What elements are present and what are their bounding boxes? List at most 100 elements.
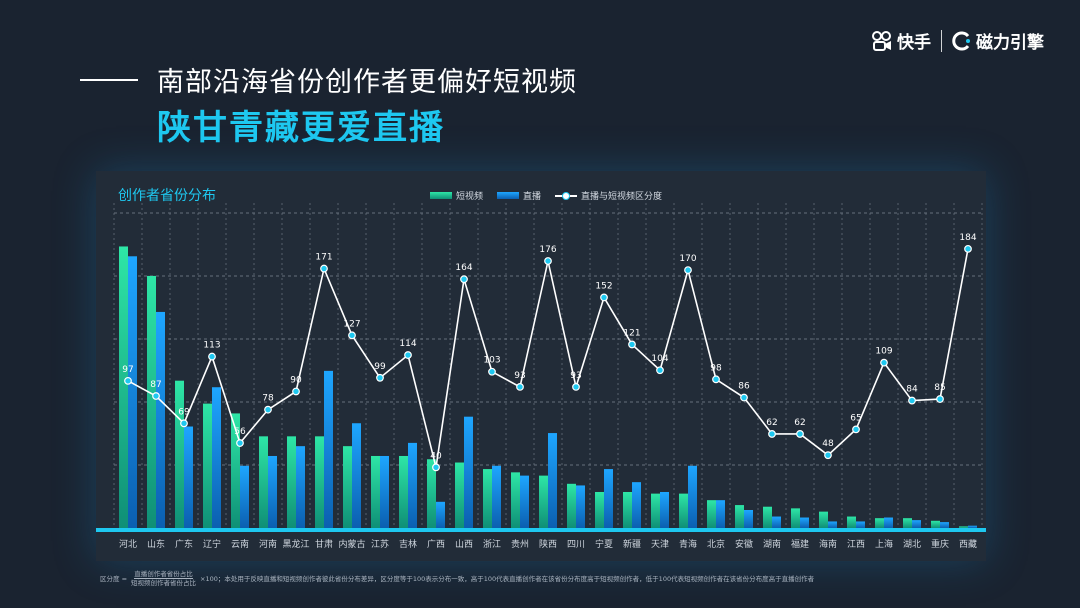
index-value-label: 99: [374, 362, 386, 372]
index-point: [684, 266, 692, 274]
index-value-label: 93: [570, 371, 581, 381]
index-value-label: 109: [875, 347, 892, 357]
bar-short-video: [371, 455, 380, 528]
footnote-fraction: 直播创作者省份占比 短视频创作者省份占比: [131, 570, 196, 587]
index-value-label: 104: [651, 354, 668, 364]
x-tick-label: 甘肃: [315, 538, 333, 550]
index-point: [516, 383, 524, 391]
x-tick-label: 北京: [707, 538, 725, 550]
footnote-prefix: 区分度 =: [100, 574, 128, 583]
index-point: [320, 264, 328, 273]
index-value-label: 98: [710, 363, 722, 373]
bar-live: [800, 517, 809, 528]
x-tick-label: 河南: [259, 538, 277, 550]
x-tick-label: 新疆: [623, 538, 641, 550]
x-tick-label: 辽宁: [203, 538, 221, 550]
bar-live: [576, 485, 585, 528]
x-tick-label: 江西: [847, 539, 865, 550]
chart-panel: 97 87 69 113 56 78 90 171 127 99 114 40 164 103 93 176 9…: [96, 171, 986, 561]
bar-live: [380, 455, 389, 528]
brand-secondary: 磁力引擎: [976, 33, 1044, 53]
index-point: [152, 392, 160, 400]
footnote-text: ×100；本处用于反映直播和短视频创作者彼此省份分布差异，区分度等于100表示分…: [200, 574, 815, 583]
index-point: [712, 375, 720, 384]
bar-live: [772, 516, 781, 528]
index-point: [432, 463, 440, 472]
legend-live: 直播: [497, 189, 541, 202]
headline-secondary: 陕甘青藏更爱直播: [157, 108, 445, 148]
legend-swatch-live: [497, 192, 520, 199]
x-tick-label: 浙江: [483, 538, 501, 550]
bar-live: [688, 465, 697, 528]
index-point: [124, 376, 132, 385]
index-value-label: 56: [234, 427, 246, 437]
index-point: [852, 425, 860, 434]
x-tick-label: 广西: [427, 538, 445, 550]
bar-short-video: [539, 475, 548, 528]
bar-short-video: [959, 526, 968, 528]
bar-live: [408, 442, 417, 528]
bar-live: [352, 423, 361, 528]
index-point: [572, 383, 580, 391]
bar-live: [492, 465, 501, 528]
bar-short-video: [595, 491, 604, 528]
index-point: [544, 257, 552, 265]
index-point: [796, 430, 804, 438]
index-point: [628, 340, 636, 349]
bar-live: [184, 426, 193, 528]
index-value-label: 152: [595, 281, 612, 291]
index-value-label: 69: [178, 407, 190, 417]
kuaishou-logo: 快手: [871, 28, 931, 53]
x-tick-label: 上海: [875, 538, 893, 550]
footnote-numerator: 直播创作者省份占比: [134, 570, 193, 579]
bar-live: [548, 433, 557, 528]
index-point: [908, 396, 916, 405]
index-point: [964, 244, 972, 253]
index-value-label: 176: [539, 245, 556, 255]
bar-short-video: [651, 493, 660, 528]
province-distribution-chart: 97 87 69 113 56 78 90 171 127 99 114 40 164 103 93 176 9…: [96, 203, 986, 550]
index-value-label: 65: [850, 413, 861, 423]
bar-live: [464, 416, 473, 528]
headline-rule: [80, 79, 138, 81]
legend-short-video: 短视频: [430, 189, 483, 202]
bar-short-video: [931, 520, 940, 528]
index-value-label: 164: [455, 263, 472, 273]
x-tick-label: 山西: [455, 539, 473, 550]
bar-short-video: [511, 472, 520, 528]
footnote: 区分度 = 直播创作者省份占比 短视频创作者省份占比 ×100；本处用于反映直播…: [100, 570, 980, 587]
index-value-label: 113: [203, 341, 220, 351]
bar-live: [212, 387, 221, 528]
x-tick-label: 吉林: [399, 538, 417, 550]
bar-live: [436, 501, 445, 528]
bar-live: [940, 522, 949, 528]
chart-baseline: [96, 528, 986, 532]
x-tick-label: 湖南: [763, 538, 781, 550]
index-value-label: 114: [399, 339, 416, 349]
index-value-label: 184: [959, 233, 976, 243]
index-point: [180, 419, 188, 428]
chart-title: 创作者省份分布: [118, 188, 216, 204]
index-point: [208, 352, 216, 361]
x-tick-label: 重庆: [931, 538, 949, 550]
x-tick-label: 云南: [231, 538, 249, 550]
bar-short-video: [175, 380, 184, 528]
bar-short-video: [875, 518, 884, 528]
logo-divider: [941, 29, 942, 52]
bar-live: [296, 446, 305, 528]
x-tick-label: 四川: [567, 540, 585, 550]
bar-short-video: [259, 436, 268, 528]
brand-logos: 快手 磁力引擎: [871, 28, 1044, 53]
bar-short-video: [819, 511, 828, 528]
bar-live: [744, 509, 753, 528]
x-tick-label: 海南: [819, 538, 837, 550]
index-point: [376, 373, 384, 382]
bar-short-video: [343, 446, 352, 528]
index-value-label: 170: [679, 254, 696, 264]
x-tick-label: 青海: [679, 538, 697, 550]
bar-live: [716, 500, 725, 528]
bar-live: [968, 525, 977, 528]
bar-short-video: [679, 493, 688, 528]
x-tick-label: 江苏: [371, 538, 389, 550]
bar-live: [268, 455, 277, 528]
